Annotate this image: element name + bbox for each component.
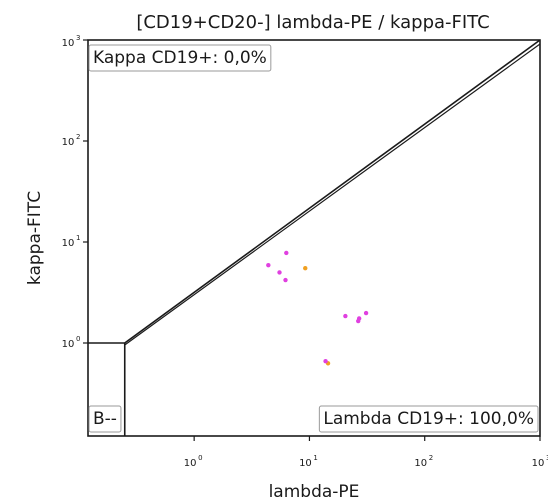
x-tick-exponent: 1: [313, 454, 317, 462]
kappa-lambda-gate-line-2: [124, 43, 541, 346]
data-point: [284, 250, 289, 256]
x-tick-exponent: 2: [429, 454, 433, 462]
y-tick-exponent: 0: [76, 335, 80, 343]
y-tick-exponent: 3: [76, 34, 80, 42]
b-neg-gate-label: B--: [93, 409, 117, 429]
kappa-gate-label-box: [88, 44, 272, 72]
x-tick-label: 10: [532, 458, 545, 469]
y-tick-exponent: 2: [76, 133, 80, 141]
x-tick-label: 10: [414, 458, 427, 469]
x-tick-exponent: 3: [546, 454, 548, 462]
data-point: [283, 277, 288, 283]
y-tick-label: 10: [62, 339, 75, 350]
kappa-gate-label: Kappa CD19+: 0,0%: [93, 48, 267, 68]
data-point: [277, 270, 282, 275]
y-tick-label: 10: [62, 238, 75, 249]
data-point: [363, 310, 369, 316]
data-point: [356, 316, 362, 321]
plot-frame: [87, 39, 541, 437]
lambda-gate-label-box: [318, 405, 539, 433]
data-point: [266, 262, 271, 268]
b-neg-gate-label-box: [88, 405, 122, 433]
data-point: [343, 313, 348, 319]
data-points: [266, 250, 369, 366]
data-point: [323, 359, 328, 364]
y-axis-label: kappa-FITC: [25, 191, 45, 285]
gate-lines: [88, 39, 541, 436]
x-tick-exponent: 0: [198, 454, 202, 462]
y-tick-label: 10: [62, 137, 75, 148]
y-tick-label: 10: [62, 38, 75, 49]
x-axis-label: lambda-PE: [269, 482, 360, 502]
x-tick-label: 10: [184, 458, 197, 469]
y-tick-exponent: 1: [76, 234, 80, 242]
x-tick-label: 10: [299, 458, 312, 469]
lambda-gate-label: Lambda CD19+: 100,0%: [323, 409, 534, 429]
chart-title: [CD19+CD20-] lambda-PE / kappa-FITC: [136, 12, 489, 33]
kappa-lambda-gate-line: [124, 39, 541, 344]
data-point: [303, 266, 308, 271]
